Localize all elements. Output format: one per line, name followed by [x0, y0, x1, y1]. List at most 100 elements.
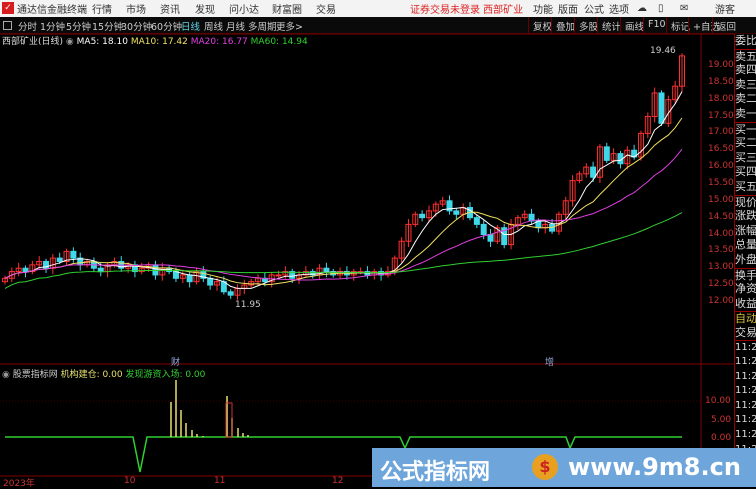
period-5min[interactable]: 5分钟 — [66, 22, 92, 33]
candle — [569, 180, 576, 202]
adjust-button[interactable]: 复权 — [528, 17, 556, 33]
period-60min[interactable]: 60分钟 — [151, 22, 183, 33]
price-tick: 14.00 — [708, 228, 734, 239]
stats-button[interactable]: 统计 — [597, 17, 625, 33]
period-15min[interactable]: 15分钟 — [92, 22, 124, 33]
quote-panel-label: 涨跌 — [735, 209, 756, 223]
candle — [36, 260, 43, 266]
mark-button[interactable]: 标记 — [666, 17, 694, 33]
watermark-banner: 公式指标网 $ www.9m8.cn — [372, 448, 756, 487]
candle — [29, 264, 36, 273]
quote-panel-label: 买三 — [735, 150, 756, 164]
menu-options[interactable]: 选项 — [609, 5, 629, 16]
kline-chart[interactable] — [0, 0, 734, 487]
back-button[interactable]: 返回 — [712, 17, 740, 33]
candle — [562, 200, 569, 215]
quote-panel-label: 卖三 — [735, 77, 756, 91]
candle — [439, 200, 446, 205]
menu-trade[interactable]: 交易 — [316, 5, 336, 16]
candle — [131, 264, 138, 273]
ma10-label: MA10: 17.42 — [130, 37, 188, 47]
indicator-legend: ◉ 股票指标网 机构建仓: 0.00 发现游资入场: 0.00 — [2, 367, 205, 380]
candle — [453, 210, 460, 215]
cloud-icon[interactable]: ☁ — [637, 3, 647, 14]
x-tick-11: 11 — [214, 476, 226, 486]
settings-icon[interactable]: ◉ — [65, 37, 74, 47]
coin-logo-icon: $ — [532, 454, 558, 480]
ind-scale-10: 10.00 — [705, 396, 731, 406]
candle — [610, 153, 617, 161]
settings-icon[interactable]: ◉ — [2, 370, 10, 380]
period-1min[interactable]: 1分钟 — [40, 22, 66, 33]
event-marker-cai[interactable]: 财 — [171, 358, 181, 368]
user-label[interactable]: 游客 — [715, 5, 735, 16]
candle — [302, 271, 309, 276]
draw-button[interactable]: 画线 — [620, 17, 648, 33]
quote-panel-label: 卖五 — [735, 48, 756, 63]
menu-formula[interactable]: 公式 — [584, 5, 604, 16]
period-multi[interactable]: 多周期 — [248, 22, 277, 33]
menu-market[interactable]: 市场 — [126, 5, 146, 16]
multi-stock-button[interactable]: 多股 — [574, 17, 602, 33]
price-tick: 18.00 — [708, 93, 734, 104]
price-tick: 18.50 — [708, 76, 734, 87]
watermark-right: www.9m8.cn — [568, 453, 741, 481]
candle — [275, 274, 282, 277]
f10-button[interactable]: F10 — [643, 17, 670, 33]
message-icon[interactable]: ✉ — [680, 3, 689, 14]
indicator-value-1: 机构建仓: 0.00 — [60, 370, 123, 380]
menu-layout[interactable]: 版面 — [558, 5, 578, 16]
candle — [22, 267, 29, 273]
menu-discover[interactable]: 发现 — [195, 5, 215, 16]
ma5-label: MA5: 18.10 — [76, 37, 128, 47]
candle — [637, 132, 644, 158]
candle — [70, 250, 77, 259]
menu-news[interactable]: 资讯 — [160, 5, 180, 16]
ma20-label: MA20: 16.77 — [190, 37, 248, 47]
menu-quotes[interactable]: 行情 — [92, 5, 112, 16]
login-notice[interactable]: 证券交易未登录 西部矿业 — [410, 5, 524, 16]
quote-panel-label: 换手 — [735, 267, 756, 282]
quote-panel-label: 交易 — [735, 325, 756, 339]
menu-function[interactable]: 功能 — [533, 5, 553, 16]
add-watchlist-button[interactable]: +自选 — [688, 17, 724, 33]
candle — [179, 274, 186, 279]
period-daily[interactable]: 日线 — [181, 22, 201, 33]
candle — [152, 264, 159, 276]
candle — [97, 267, 104, 273]
candle — [255, 277, 262, 283]
period-30min[interactable]: 30分钟 — [121, 22, 153, 33]
period-weekly[interactable]: 周线 — [204, 22, 224, 33]
phone-icon[interactable]: ▯ — [658, 3, 664, 14]
quote-panel-label: 买二 — [735, 136, 756, 150]
candle — [323, 267, 330, 273]
period-more[interactable]: 更多> — [276, 22, 303, 33]
ma60-label: MA60: 14.94 — [250, 37, 308, 47]
candle — [514, 217, 521, 225]
ma60-line — [4, 212, 683, 289]
title-bar: ✓ 通达信金融终端 行情 市场 资讯 发现 问小达 财富圈 交易 证券交易未登录… — [0, 0, 756, 17]
candle — [398, 240, 405, 259]
quote-panel: 委比 卖五 卖四 卖三 卖二 卖一 买一 买二 买三 买四 买五 现价 涨跌 涨幅 总量 外盘 换手 净资 收益 自动… — [734, 34, 756, 487]
candle — [43, 260, 50, 269]
candle — [432, 203, 439, 212]
menu-wealth[interactable]: 财富圈 — [272, 5, 302, 16]
indicator-value-2: 发现游资入场: 0.00 — [125, 370, 206, 380]
quote-panel-label: 收益 — [735, 296, 756, 310]
period-monthly[interactable]: 月线 — [226, 22, 246, 33]
candle — [63, 250, 70, 262]
menu-ask[interactable]: 问小达 — [229, 5, 259, 16]
candle — [644, 116, 651, 134]
quote-panel-label: 外盘 — [735, 252, 756, 266]
ind-scale-0: 0.00 — [711, 433, 732, 443]
event-marker-zeng[interactable]: 增 — [545, 358, 555, 368]
candle — [651, 92, 658, 118]
price-tick: 13.00 — [708, 262, 734, 273]
panel-toggle-icon[interactable] — [3, 21, 12, 30]
period-tick[interactable]: 分时 — [18, 22, 38, 33]
quote-panel-label: 涨幅 — [735, 223, 756, 237]
overlay-button[interactable]: 叠加 — [551, 17, 579, 33]
watermark-left: 公式指标网 — [380, 460, 491, 485]
candle — [213, 281, 220, 286]
quote-panel-label: 卖一 — [735, 106, 756, 120]
